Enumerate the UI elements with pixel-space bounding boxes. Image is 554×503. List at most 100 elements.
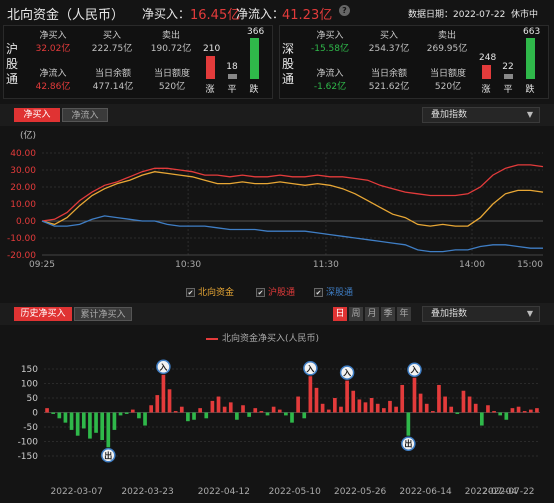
bar [173,411,178,413]
tab-history-net-buy[interactable]: 历史净买入 [14,307,72,321]
bar [143,412,147,426]
bar [155,395,160,413]
sh-net-inflow-label: 净流入 [39,69,67,79]
bar [510,408,515,413]
sz-net-buy-value: -15.58亿 [310,44,349,54]
y-tick-label: -50 [23,423,38,433]
bar [461,390,466,413]
x-tick-label: 15:00 [517,260,543,270]
period-year[interactable]: 年 [397,307,411,321]
intraday-toolbar: 净买入 净流入 叠加指数 ▼ [0,104,554,126]
bar [204,412,209,419]
bar [357,399,362,413]
sz-quota: 当日额度 520亿 [420,66,476,92]
bar [308,376,313,413]
bar [179,406,184,413]
sh-net-inflow: 净流入 42.86亿 [26,66,80,92]
series-line-北向资金 [41,171,544,227]
bar [400,384,405,413]
x-tick-label: 2022-04-12 [198,487,250,497]
x-tick-label: 10:30 [175,260,201,270]
data-date: 数据日期：2022-07-22 [408,10,506,20]
header-bar: 北向资金（人民币） 净买入： 16.45亿 净流入： 41.23亿 ? 数据日期… [0,0,554,24]
sh-balance-value: 477.14亿 [92,82,134,92]
bar [57,412,62,419]
inflow-marker [339,365,355,380]
bar [271,406,276,413]
inflow-marker [156,359,171,375]
sh-sell-value: 190.72亿 [150,44,192,54]
bar [81,412,86,429]
bar [302,412,307,419]
sh-balance-label: 当日余额 [94,69,131,79]
bar [192,412,196,420]
sz-balance-label: 当日余额 [370,69,407,79]
sh-sell-label: 卖出 [161,31,180,41]
outflow-marker-label: 出 [104,450,112,460]
sz-quota-label: 当日额度 [429,69,466,79]
period-month[interactable]: 月 [365,307,379,321]
history-toolbar: 历史净买入 累计净买入 日 周 月 季 年 叠加指数 ▼ [0,303,554,325]
sh-sell: 卖出 190.72亿 [142,28,200,54]
page-title: 北向资金（人民币） [7,8,125,23]
sz-flat-label: 平 [503,85,513,95]
bar [75,412,80,436]
outflow-marker-label: 出 [404,439,412,449]
history-overlay-index-dropdown[interactable]: 叠加指数 ▼ [422,306,540,322]
bar [277,409,282,413]
bar [424,403,429,413]
bar [259,411,264,413]
bar [418,393,423,413]
header-net-buy-label: 净买入： [142,7,191,21]
inflow-marker-label: 入 [305,364,314,373]
tab-cumulative-net-buy[interactable]: 累计净买入 [74,307,132,321]
sz-buy: 买入 254.37亿 [362,28,416,54]
y-tick-label: -10.00 [7,234,36,244]
sz-balance-value: 521.62亿 [368,82,410,92]
y-tick-label: 50 [27,394,39,404]
bar [486,405,490,413]
sh-net-inflow-value: 42.86亿 [35,82,71,92]
history-legend-label: 北向资金净买入(人民币) [222,334,320,344]
bar [63,412,68,423]
sh-net-buy: 净买入 32.02亿 [26,28,80,54]
bar [186,412,190,422]
legend-sz-connect[interactable]: ✔ 深股通 [314,285,353,298]
legend-northbound[interactable]: ✔ 北向资金 [186,285,234,298]
y-tick-label: 0 [32,409,38,419]
period-week[interactable]: 周 [349,307,363,321]
period-day[interactable]: 日 [333,307,347,321]
legend-sh-connect[interactable]: ✔ 沪股通 [256,285,295,298]
sh-net-buy-value: 32.02亿 [35,44,71,54]
sh-connect-panel: 沪股通 净买入 32.02亿 买入 222.75亿 卖出 190.72亿 净流入… [3,25,273,99]
bar [106,412,111,448]
bar [333,398,337,413]
x-tick-label: 09:25 [29,260,55,270]
overlay-index-dropdown[interactable]: 叠加指数 ▼ [422,107,540,123]
sh-buy-label: 买入 [102,31,121,41]
x-tick-label: 2022-07-22 [482,487,534,497]
inflow-marker-label: 入 [342,369,351,378]
bar [528,409,533,413]
help-icon[interactable]: ? [339,5,350,16]
header-net-inflow-label: 净流入： [236,7,285,21]
bar [492,411,496,413]
legend-line-swatch [206,337,218,340]
sz-net-inflow-value: -1.62亿 [313,82,347,92]
x-tick-label: 2022-07-04 [465,487,518,497]
bar [161,374,166,413]
bar [167,389,172,413]
series-line-深股通 [41,215,543,253]
tab-net-inflow[interactable]: 净流入 [62,108,108,122]
period-quarter[interactable]: 季 [381,307,395,321]
tab-net-buy[interactable]: 净买入 [14,108,60,122]
sh-net-buy-label: 净买入 [39,31,67,41]
sz-net-inflow-label: 净流入 [316,69,344,79]
bar [382,408,386,413]
bar [339,406,343,413]
bar [94,412,98,433]
bar [228,402,233,413]
bar [369,398,374,413]
bar [351,390,356,413]
bar [431,411,435,413]
